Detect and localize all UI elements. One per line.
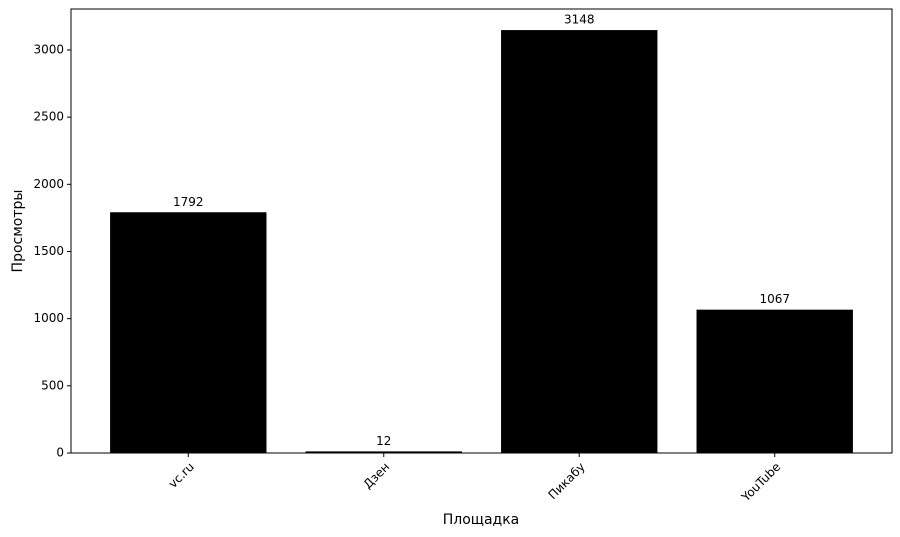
- y-tick-label: 3000: [33, 42, 64, 56]
- data-label: 1067: [759, 292, 790, 306]
- y-tick-label: 1000: [33, 311, 64, 325]
- bar: [696, 309, 853, 453]
- y-tick-label: 500: [41, 378, 64, 392]
- bar: [501, 30, 658, 454]
- x-tick-label: vc.ru: [166, 460, 197, 491]
- y-tick-label: 2000: [33, 177, 64, 191]
- x-tick-label: YouTube: [738, 460, 783, 505]
- data-label: 12: [376, 434, 391, 448]
- y-tick-label: 0: [56, 446, 64, 460]
- y-axis-title: Просмотры: [10, 190, 26, 273]
- y-tick-label: 1500: [33, 244, 64, 258]
- x-axis-title: Площадка: [443, 512, 520, 528]
- bar: [305, 451, 462, 453]
- x-tick-label: Дзен: [361, 460, 393, 492]
- data-label: 3148: [564, 13, 595, 27]
- y-tick-label: 2500: [33, 110, 64, 124]
- bar: [110, 212, 267, 453]
- x-tick-label: Пикабу: [545, 460, 587, 502]
- data-label: 1792: [173, 195, 204, 209]
- plot-frame: [70, 8, 893, 454]
